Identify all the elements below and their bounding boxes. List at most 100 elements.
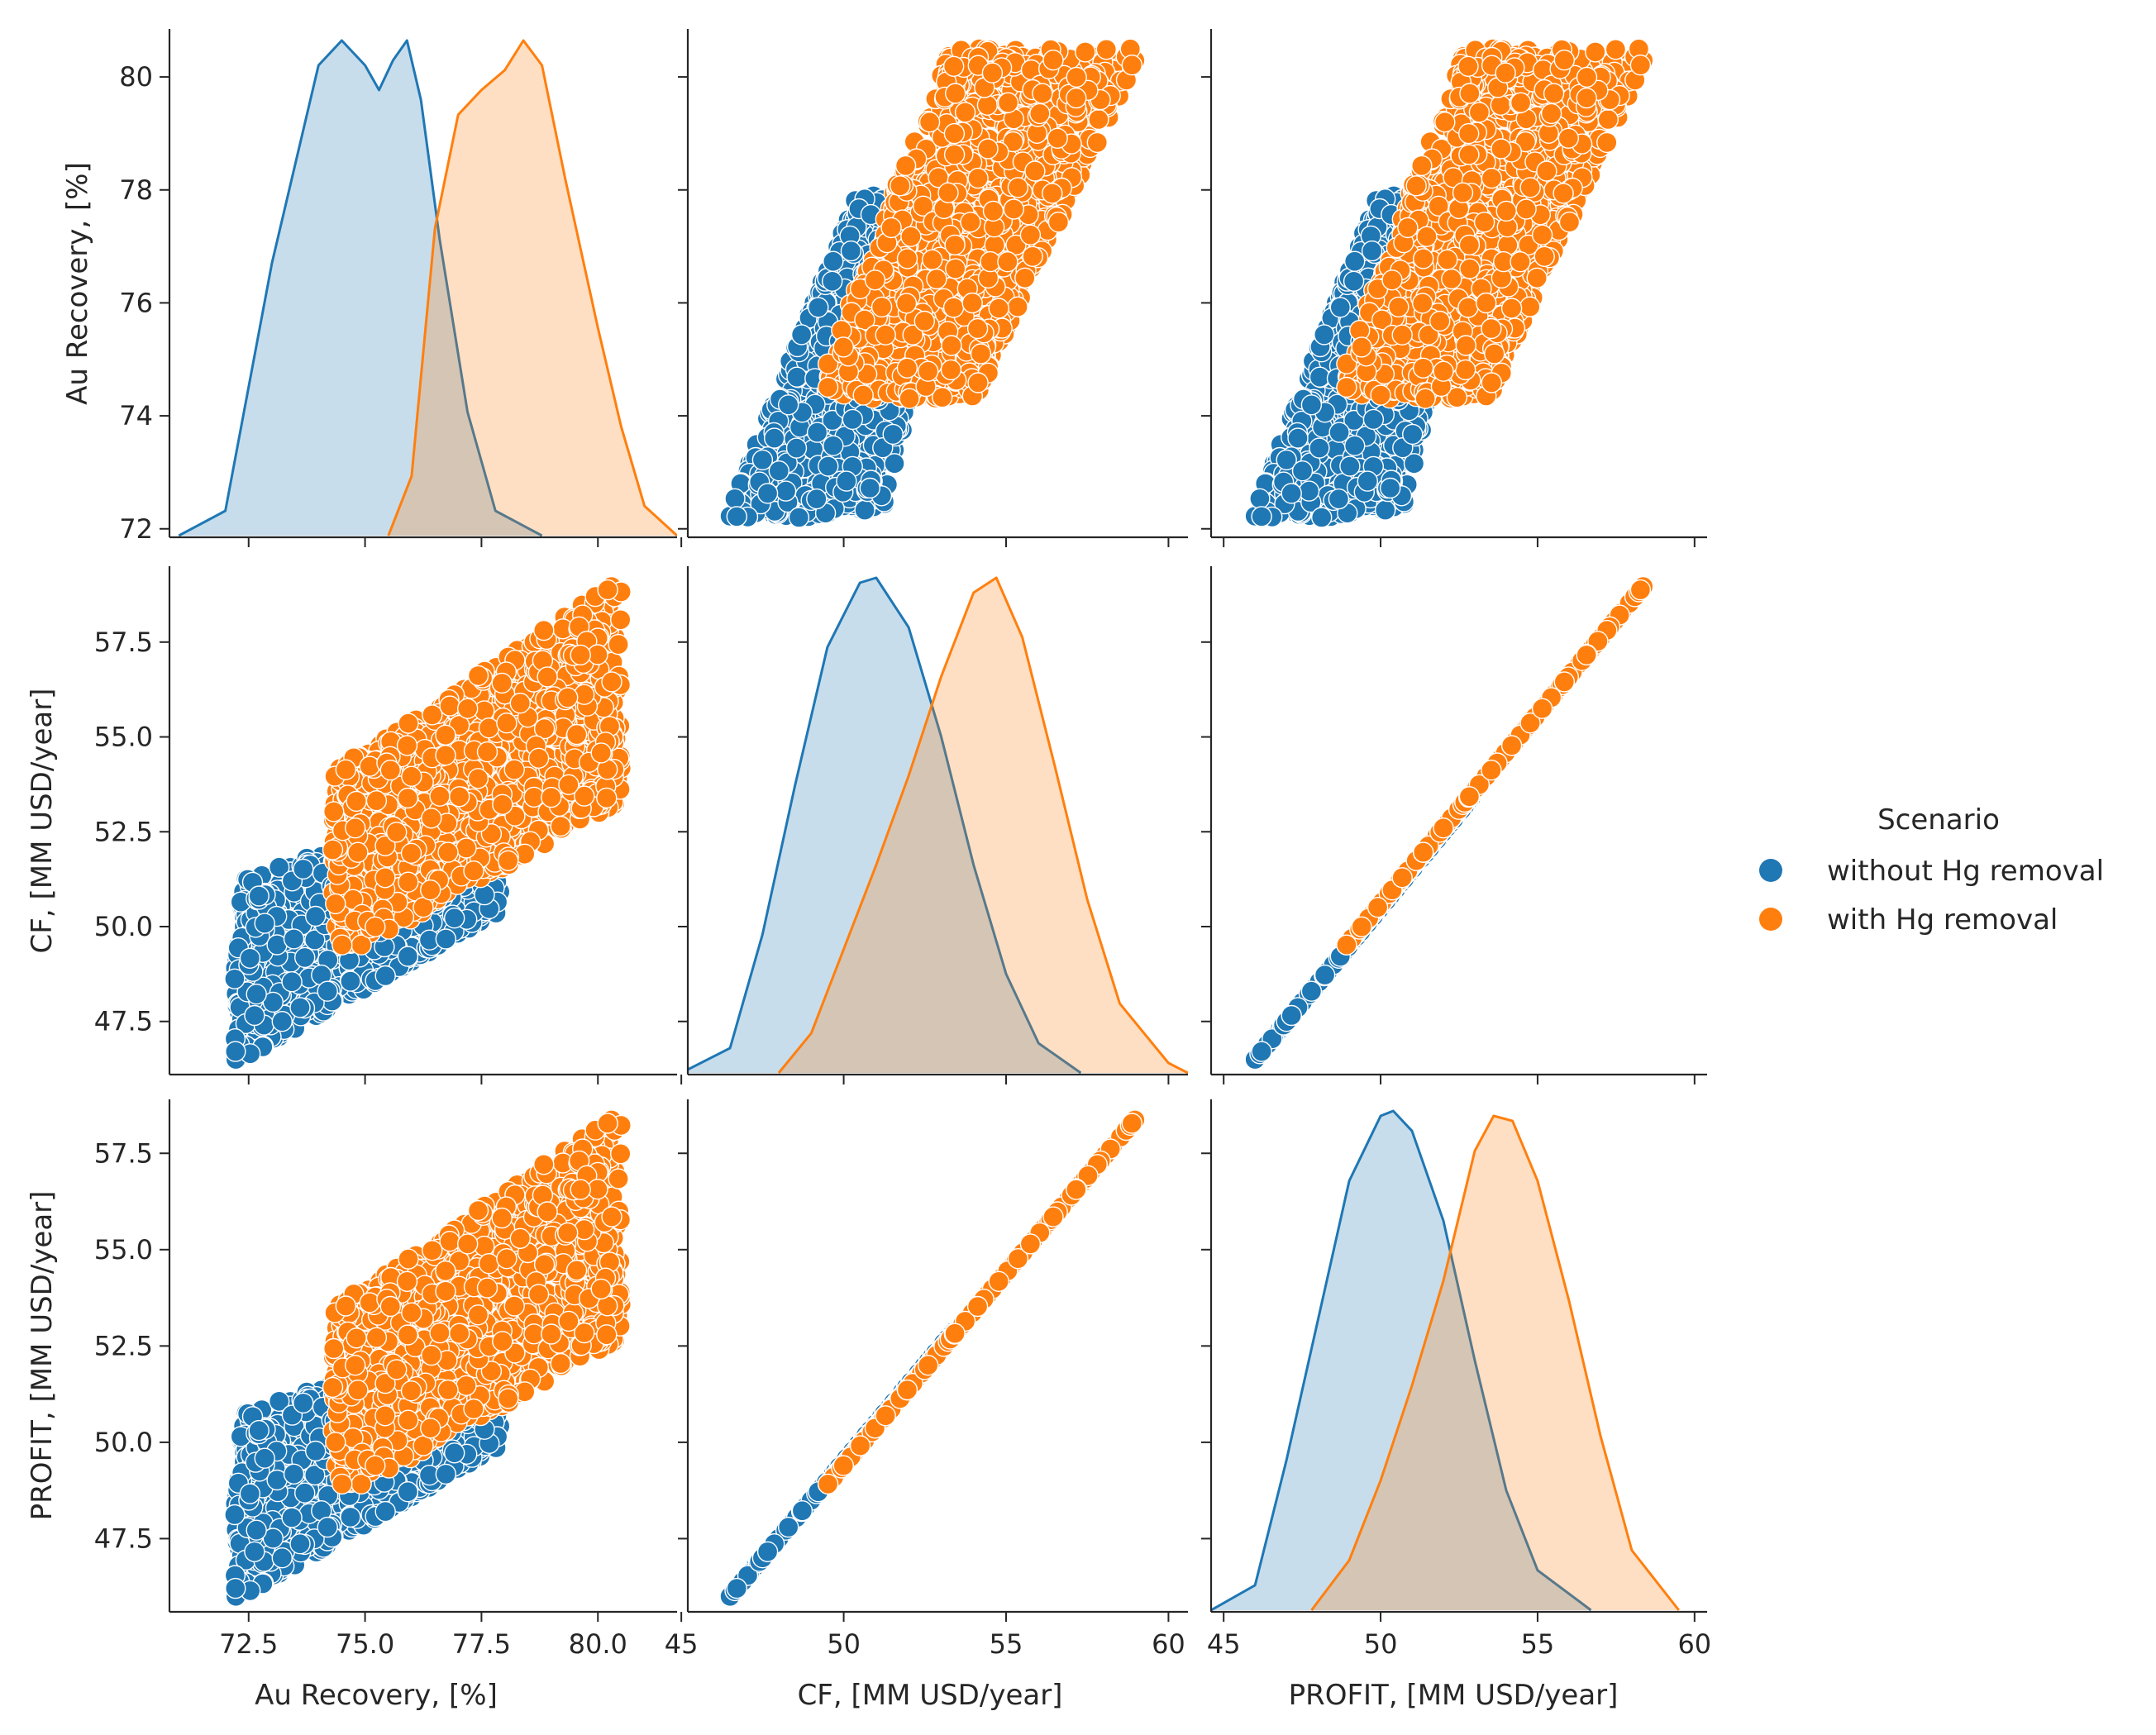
scatter-point bbox=[1095, 39, 1118, 60]
scatter-point bbox=[921, 249, 943, 270]
scatter-point bbox=[832, 336, 854, 358]
scatter-point bbox=[1002, 131, 1024, 153]
scatter-point bbox=[960, 212, 981, 233]
scatter-point bbox=[1411, 155, 1433, 177]
scatter-point bbox=[1339, 455, 1361, 477]
scatter-point bbox=[1298, 480, 1320, 502]
scatter-point bbox=[864, 269, 886, 291]
scatter-point bbox=[1309, 366, 1331, 388]
scatter-point bbox=[890, 175, 911, 197]
scatter-point bbox=[1458, 144, 1480, 165]
scatter-point bbox=[1412, 357, 1434, 379]
scatter-point bbox=[997, 92, 1019, 113]
scatter-point bbox=[941, 335, 962, 356]
scatter-point bbox=[1249, 488, 1271, 509]
scatter-point bbox=[875, 324, 896, 346]
scatter-point bbox=[1397, 217, 1419, 239]
scatter-point bbox=[1032, 83, 1053, 104]
scatter-point bbox=[840, 240, 862, 262]
scatter-point bbox=[1596, 131, 1618, 154]
scatter-point bbox=[1329, 297, 1352, 318]
scatter-point bbox=[1310, 507, 1333, 528]
scatter-point bbox=[1483, 343, 1505, 365]
scatter-point bbox=[852, 384, 874, 406]
scatter-point bbox=[768, 460, 789, 482]
scatter-point bbox=[1281, 483, 1302, 504]
scatter-point bbox=[1515, 198, 1537, 220]
scatter-point bbox=[1414, 388, 1436, 409]
scatter-point bbox=[1629, 54, 1652, 76]
scatter-point bbox=[882, 423, 904, 446]
scatter-point bbox=[926, 268, 947, 290]
panel-au-vs-au bbox=[178, 39, 677, 537]
scatter-point bbox=[1370, 384, 1391, 406]
scatter-point bbox=[937, 182, 959, 203]
scatter-point bbox=[1531, 224, 1553, 245]
scatter-point bbox=[895, 293, 918, 314]
scatter-point bbox=[1557, 127, 1580, 150]
scatter-point bbox=[1086, 131, 1109, 154]
scatter-point bbox=[1495, 62, 1516, 83]
scatter-point bbox=[1343, 250, 1366, 272]
scatter-point bbox=[1351, 336, 1372, 358]
scatter-point bbox=[836, 470, 857, 492]
scatter-point bbox=[988, 298, 1009, 319]
scatter-point bbox=[1047, 212, 1070, 233]
scatter-point bbox=[1066, 87, 1087, 109]
scatter-point bbox=[918, 111, 941, 133]
scatter-point bbox=[967, 167, 989, 189]
scatter-point bbox=[1500, 298, 1523, 319]
scatter-point bbox=[785, 437, 808, 459]
scatter-point bbox=[1576, 87, 1597, 109]
scatter-point bbox=[1510, 251, 1531, 273]
scatter-point bbox=[944, 83, 966, 104]
scatter-point bbox=[1510, 92, 1532, 113]
scatter-point bbox=[1490, 94, 1512, 117]
scatter-point bbox=[913, 310, 936, 332]
scatter-point bbox=[1361, 240, 1383, 262]
scatter-point bbox=[817, 353, 839, 374]
scatter-point bbox=[1042, 183, 1063, 204]
scatter-point bbox=[977, 138, 999, 160]
panel-cf-vs-au bbox=[224, 575, 632, 1070]
scatter-point bbox=[1540, 102, 1562, 125]
scatter-point bbox=[1605, 39, 1627, 60]
scatter-point bbox=[1536, 160, 1557, 182]
scatter-point bbox=[1481, 167, 1503, 189]
scatter-point bbox=[1553, 183, 1574, 204]
scatter-point bbox=[1491, 138, 1512, 160]
scatter-point bbox=[1405, 175, 1427, 197]
scatter-point bbox=[1391, 324, 1413, 346]
scatter-point bbox=[1473, 212, 1495, 233]
scatter-point bbox=[1519, 296, 1541, 317]
scatter-point bbox=[912, 195, 934, 217]
scatter-point bbox=[943, 144, 966, 165]
scatter-point bbox=[1287, 427, 1309, 449]
scatter-point bbox=[902, 324, 923, 346]
scatter-point bbox=[1003, 198, 1025, 220]
scatter-point bbox=[1553, 49, 1576, 71]
scatter-point bbox=[1457, 122, 1480, 145]
scatter-point bbox=[1328, 422, 1350, 443]
scatter-point bbox=[896, 357, 918, 379]
scatter-point bbox=[976, 94, 999, 117]
scatter-point bbox=[1024, 160, 1046, 182]
panel-au-vs-profit bbox=[1244, 38, 1654, 528]
scatter-point bbox=[1585, 41, 1606, 63]
scatter-point bbox=[1481, 372, 1503, 393]
scatter-point bbox=[880, 217, 902, 239]
scatter-point bbox=[894, 155, 917, 177]
scatter-point bbox=[981, 62, 1004, 83]
panel-au-vs-cf bbox=[719, 38, 1146, 528]
scatter-point bbox=[1362, 408, 1385, 431]
kde-fill-without-hg bbox=[179, 41, 542, 536]
scatter-point bbox=[1314, 324, 1335, 346]
scatter-point bbox=[942, 297, 965, 318]
kde-line-with-hg bbox=[387, 39, 677, 537]
scatter-point bbox=[788, 507, 810, 528]
scatter-point bbox=[1495, 200, 1517, 222]
scatter-point bbox=[823, 250, 844, 272]
scatter-point bbox=[997, 251, 1018, 273]
scatter-point bbox=[966, 317, 989, 340]
scatter-point bbox=[1429, 310, 1451, 332]
